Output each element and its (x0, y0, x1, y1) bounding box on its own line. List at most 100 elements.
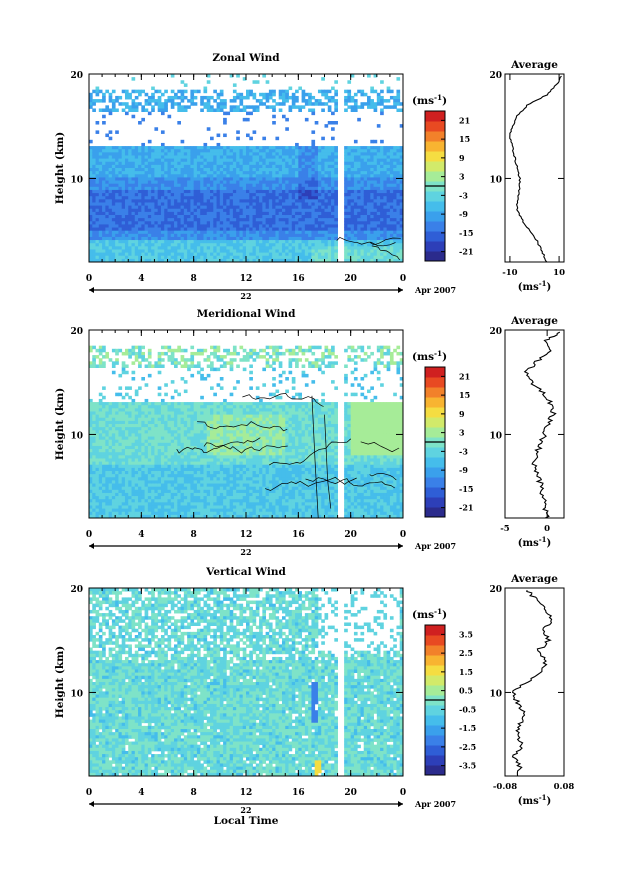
heatmap-cell (265, 196, 270, 200)
heatmap-cell (108, 205, 113, 210)
heatmap-cell (95, 199, 100, 203)
heatmap-cell (373, 227, 378, 232)
heatmap-cell (157, 177, 162, 181)
heatmap-cell (111, 249, 116, 253)
heatmap-cell (252, 205, 257, 210)
heatmap-cell (144, 486, 149, 491)
heatmap-cell (134, 492, 139, 497)
heatmap-cell (213, 215, 217, 219)
heatmap-cell (134, 155, 139, 159)
heatmap-cell (242, 202, 247, 206)
heatmap-cell (144, 439, 149, 444)
heatmap-cell (157, 430, 162, 434)
heatmap-cell (111, 514, 116, 519)
heatmap-cell (118, 405, 123, 409)
heatmap-cell (138, 189, 142, 194)
heatmap-cell (252, 252, 257, 257)
heatmap-cell (229, 186, 234, 191)
heatmap-cell (210, 233, 214, 238)
heatmap-cell (108, 240, 113, 244)
heatmap-cell (89, 139, 93, 144)
heatmap-cell (124, 186, 129, 191)
heatmap-cell (246, 105, 250, 109)
heatmap-cell (213, 221, 217, 225)
heatmap-cell (115, 236, 119, 241)
heatmap-cell (301, 205, 306, 210)
heatmap-cell (268, 205, 273, 210)
heatmap-cell (92, 177, 96, 181)
heatmap-cell (141, 89, 145, 94)
heatmap-cell (373, 255, 378, 260)
heatmap-cell (295, 155, 299, 159)
heatmap-cell (226, 152, 231, 156)
heatmap-cell (177, 199, 181, 203)
heatmap-cell (102, 146, 106, 150)
heatmap-cell (131, 161, 136, 166)
heatmap-cell (226, 233, 231, 238)
heatmap-cell (98, 492, 103, 497)
heatmap-cell (193, 171, 198, 175)
heatmap-cell (105, 458, 110, 462)
heatmap-cell (118, 348, 123, 353)
heatmap-cell (399, 161, 404, 166)
heatmap-cell (138, 164, 142, 169)
heatmap-cell (259, 186, 263, 191)
heatmap-cell (131, 492, 136, 497)
profile-x-label-suffix: ) (547, 282, 552, 293)
heatmap-cell (102, 445, 106, 450)
heatmap-cell (239, 161, 244, 166)
heatmap-cell (141, 224, 145, 228)
heatmap-cell (95, 467, 100, 472)
heatmap-cell (124, 202, 129, 206)
heatmap-cell (226, 221, 231, 225)
heatmap-cell (111, 402, 116, 406)
heatmap-cell (373, 240, 378, 244)
heatmap-cell (170, 74, 175, 78)
heatmap-cell (223, 196, 227, 200)
heatmap-cell (367, 168, 371, 172)
heatmap-cell (196, 208, 201, 213)
heatmap-cell (187, 221, 191, 225)
heatmap-cell (105, 461, 110, 466)
heatmap-cell (121, 514, 126, 519)
heatmap-cell (321, 108, 325, 112)
heatmap-cell (380, 108, 384, 112)
heatmap-cell (236, 149, 240, 153)
heatmap-cell (95, 489, 100, 494)
heatmap-cell (141, 480, 145, 484)
heatmap-cell (147, 417, 152, 422)
heatmap-cell (363, 92, 368, 97)
heatmap-cell (134, 351, 139, 356)
heatmap-cell (393, 240, 397, 244)
heatmap-cell (154, 511, 159, 516)
heatmap-cell (331, 171, 335, 175)
heatmap-cell (259, 208, 263, 213)
heatmap-cell (138, 168, 142, 172)
heatmap-cell (160, 177, 165, 181)
heatmap-cell (275, 136, 280, 141)
heatmap-cell (357, 152, 361, 156)
heatmap-cell (210, 161, 214, 166)
heatmap-cell (128, 508, 132, 513)
heatmap-cell (399, 102, 404, 106)
heatmap-cell (138, 158, 142, 163)
heatmap-cell (108, 458, 113, 462)
heatmap-cell (367, 205, 371, 210)
heatmap-cell (190, 177, 195, 181)
heatmap-cell (363, 249, 368, 253)
heatmap-cell (174, 202, 178, 206)
heatmap-cell (291, 252, 296, 257)
heatmap-cell (386, 158, 391, 163)
heatmap-cell (311, 252, 316, 257)
heatmap-cell (147, 243, 152, 247)
heatmap-cell (160, 202, 165, 206)
heatmap-cell (393, 168, 397, 172)
heatmap-cell (128, 386, 132, 390)
heatmap-cell (167, 236, 172, 241)
heatmap-cell (272, 246, 276, 250)
heatmap-cell (380, 164, 384, 169)
heatmap-cell (265, 199, 270, 203)
heatmap-cell (327, 246, 332, 250)
heatmap-cell (98, 218, 103, 222)
heatmap-cell (278, 202, 283, 206)
